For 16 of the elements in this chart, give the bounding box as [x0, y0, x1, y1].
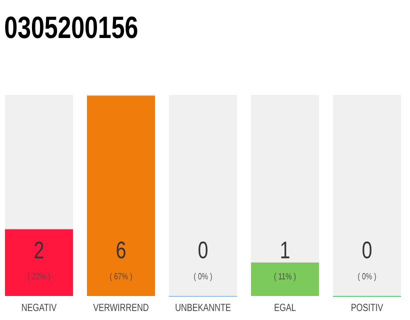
- annotation: ( 0% ): [358, 272, 376, 282]
- annotation: 6: [116, 242, 126, 258]
- x-tick-label: NEGATIV: [22, 304, 57, 312]
- annotation: ( 22% ): [28, 272, 50, 282]
- annotation: ( 0% ): [194, 272, 212, 282]
- annotation: 0: [198, 242, 208, 258]
- annotation: ( 67% ): [110, 272, 132, 282]
- chart-title: 0305200156: [5, 16, 138, 38]
- annotation: 2: [34, 242, 44, 258]
- annotation: 0: [362, 242, 372, 258]
- x-tick-label: UNBEKANNTE: [176, 304, 231, 312]
- annotation: ( 11% ): [274, 272, 296, 282]
- x-tick-label: EGAL: [274, 304, 296, 312]
- annotation: 1: [281, 242, 290, 258]
- x-tick-label: POSITIV: [352, 304, 384, 312]
- x-tick-label: VERWIRREND: [93, 304, 148, 311]
